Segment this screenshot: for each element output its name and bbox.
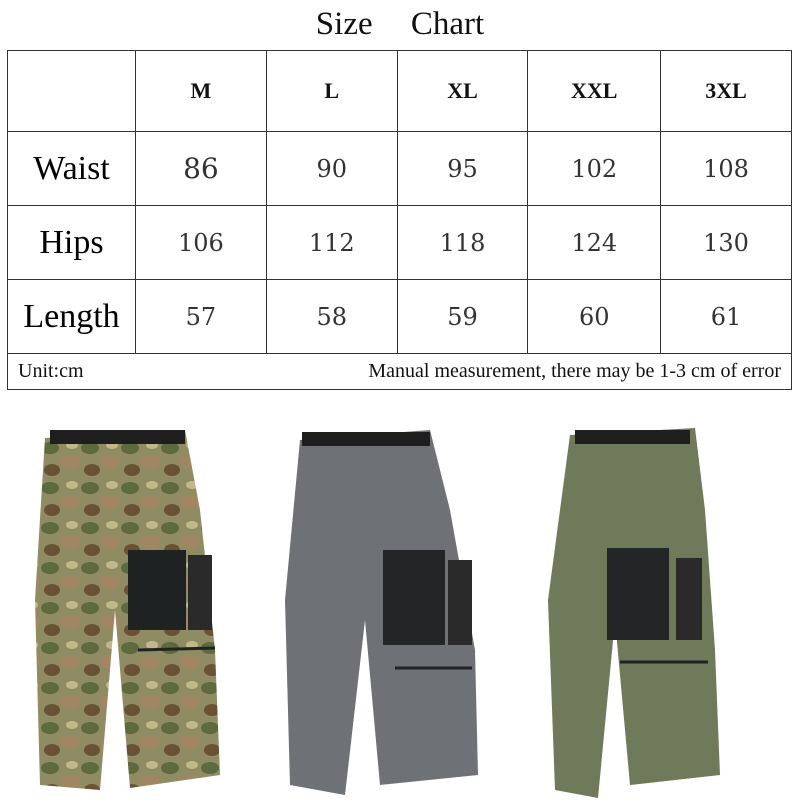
row-label: Length <box>7 279 136 354</box>
size-header: L <box>265 50 398 132</box>
table-row-waist: Waist 86 90 95 102 108 <box>7 131 792 206</box>
table-footer: Unit:cm Manual measurement, there may be… <box>7 353 792 390</box>
cell: 130 <box>660 205 792 280</box>
olive-shorts-image <box>548 428 720 798</box>
measurement-note: Manual measurement, there may be 1-3 cm … <box>368 360 781 382</box>
empty-corner-cell <box>7 50 136 132</box>
table-row-length: Length 57 58 59 60 61 <box>7 279 792 354</box>
cell: 86 <box>135 131 267 206</box>
cell: 57 <box>135 279 267 354</box>
grey-shorts-image <box>285 430 478 795</box>
row-label: Hips <box>7 205 136 280</box>
cell: 60 <box>527 279 662 354</box>
cell: 106 <box>135 205 267 280</box>
camo-shorts-image <box>35 430 220 790</box>
size-header: XL <box>396 50 529 132</box>
cell: 95 <box>396 131 529 206</box>
footer-cell: Unit:cm Manual measurement, there may be… <box>7 353 792 390</box>
cell: 102 <box>527 131 662 206</box>
cell: 90 <box>265 131 398 206</box>
size-header: M <box>135 50 267 132</box>
size-chart-title: Size Chart <box>315 6 485 42</box>
product-photos <box>35 428 720 798</box>
row-label: Waist <box>7 131 136 206</box>
unit-label: Unit:cm <box>18 360 84 382</box>
cell: 61 <box>660 279 792 354</box>
size-header-row: M L XL XXL 3XL <box>7 50 792 132</box>
cell: 58 <box>265 279 398 354</box>
size-header: 3XL <box>660 50 792 132</box>
cell: 59 <box>396 279 529 354</box>
cell: 112 <box>265 205 398 280</box>
cell: 124 <box>527 205 662 280</box>
cell: 108 <box>660 131 792 206</box>
cell: 118 <box>396 205 529 280</box>
table-row-hips: Hips 106 112 118 124 130 <box>7 205 792 280</box>
size-chart-table: M L XL XXL 3XL Waist 86 90 95 102 108 Hi… <box>7 50 792 390</box>
size-header: XXL <box>527 50 662 132</box>
